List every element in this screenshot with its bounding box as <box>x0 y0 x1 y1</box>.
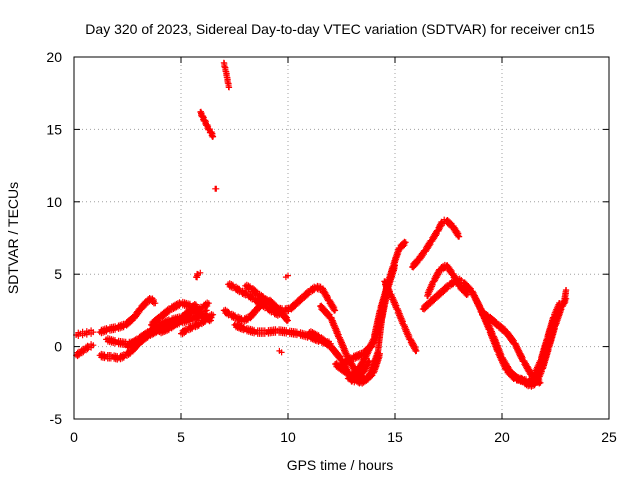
y-tick-label: -5 <box>50 411 63 427</box>
y-tick-label: 0 <box>54 339 62 355</box>
data-point-markers <box>332 282 390 387</box>
series-arc-af <box>520 295 570 390</box>
series-arc-m <box>220 59 233 91</box>
y-tick-label: 20 <box>46 49 62 65</box>
x-tick-label: 15 <box>387 429 403 445</box>
series-arc-s <box>282 272 291 281</box>
series-arc-j <box>193 269 204 281</box>
data-point-markers <box>381 278 420 355</box>
series-arc-ab <box>419 275 465 313</box>
series-arc-p <box>242 281 339 315</box>
points-layer <box>73 59 570 390</box>
x-tick-label: 20 <box>494 429 510 445</box>
series-arc-ah <box>558 287 570 307</box>
series-arc-z <box>409 216 463 271</box>
data-point-markers <box>242 281 339 315</box>
series-arc-r <box>276 347 285 356</box>
series-arc-x <box>332 282 390 387</box>
data-point-markers <box>197 108 217 140</box>
x-axis-label: GPS time / hours <box>287 457 394 473</box>
series-arc-a <box>73 327 97 339</box>
series-arc-ae <box>477 308 544 387</box>
x-tick-label: 0 <box>70 429 78 445</box>
y-tick-label: 5 <box>54 266 62 282</box>
data-point-markers <box>520 295 570 390</box>
x-tick-label: 25 <box>601 429 617 445</box>
data-point-markers <box>96 295 159 337</box>
data-point-markers <box>212 185 220 192</box>
data-point-markers <box>531 300 563 379</box>
data-point-markers <box>477 308 544 387</box>
y-tick-label: 10 <box>46 194 62 210</box>
data-point-markers <box>178 311 217 338</box>
x-tick-label: 5 <box>177 429 185 445</box>
data-point-markers <box>73 341 97 360</box>
data-point-markers <box>156 301 199 337</box>
plot-border <box>73 56 610 420</box>
data-point-markers <box>73 327 97 339</box>
series-arc-k <box>197 108 217 140</box>
y-tick-label: 15 <box>46 121 62 137</box>
grid-layer <box>74 57 609 419</box>
data-point-markers <box>409 216 463 271</box>
series-arc-l <box>212 185 220 192</box>
series-arc-y <box>381 278 420 355</box>
data-point-markers <box>558 287 570 307</box>
series-arc-i <box>178 311 217 338</box>
series-arc-ag <box>531 300 563 379</box>
x-tick-label: 10 <box>280 429 296 445</box>
series-arc-d <box>96 295 159 337</box>
chart-title: Day 320 of 2023, Sidereal Day-to-day VTE… <box>85 21 595 37</box>
data-point-markers <box>282 272 291 281</box>
data-point-markers <box>276 347 285 356</box>
data-point-markers <box>220 59 233 91</box>
series-arc-h <box>156 301 199 337</box>
y-axis-label: SDTVAR / TECUs <box>5 182 21 294</box>
ticks-layer: 0 5 10 15 20 25 -5 0 5 10 15 20 <box>46 49 617 445</box>
series-arc-b <box>73 341 97 360</box>
data-point-markers <box>419 275 465 313</box>
data-point-markers <box>193 269 204 281</box>
